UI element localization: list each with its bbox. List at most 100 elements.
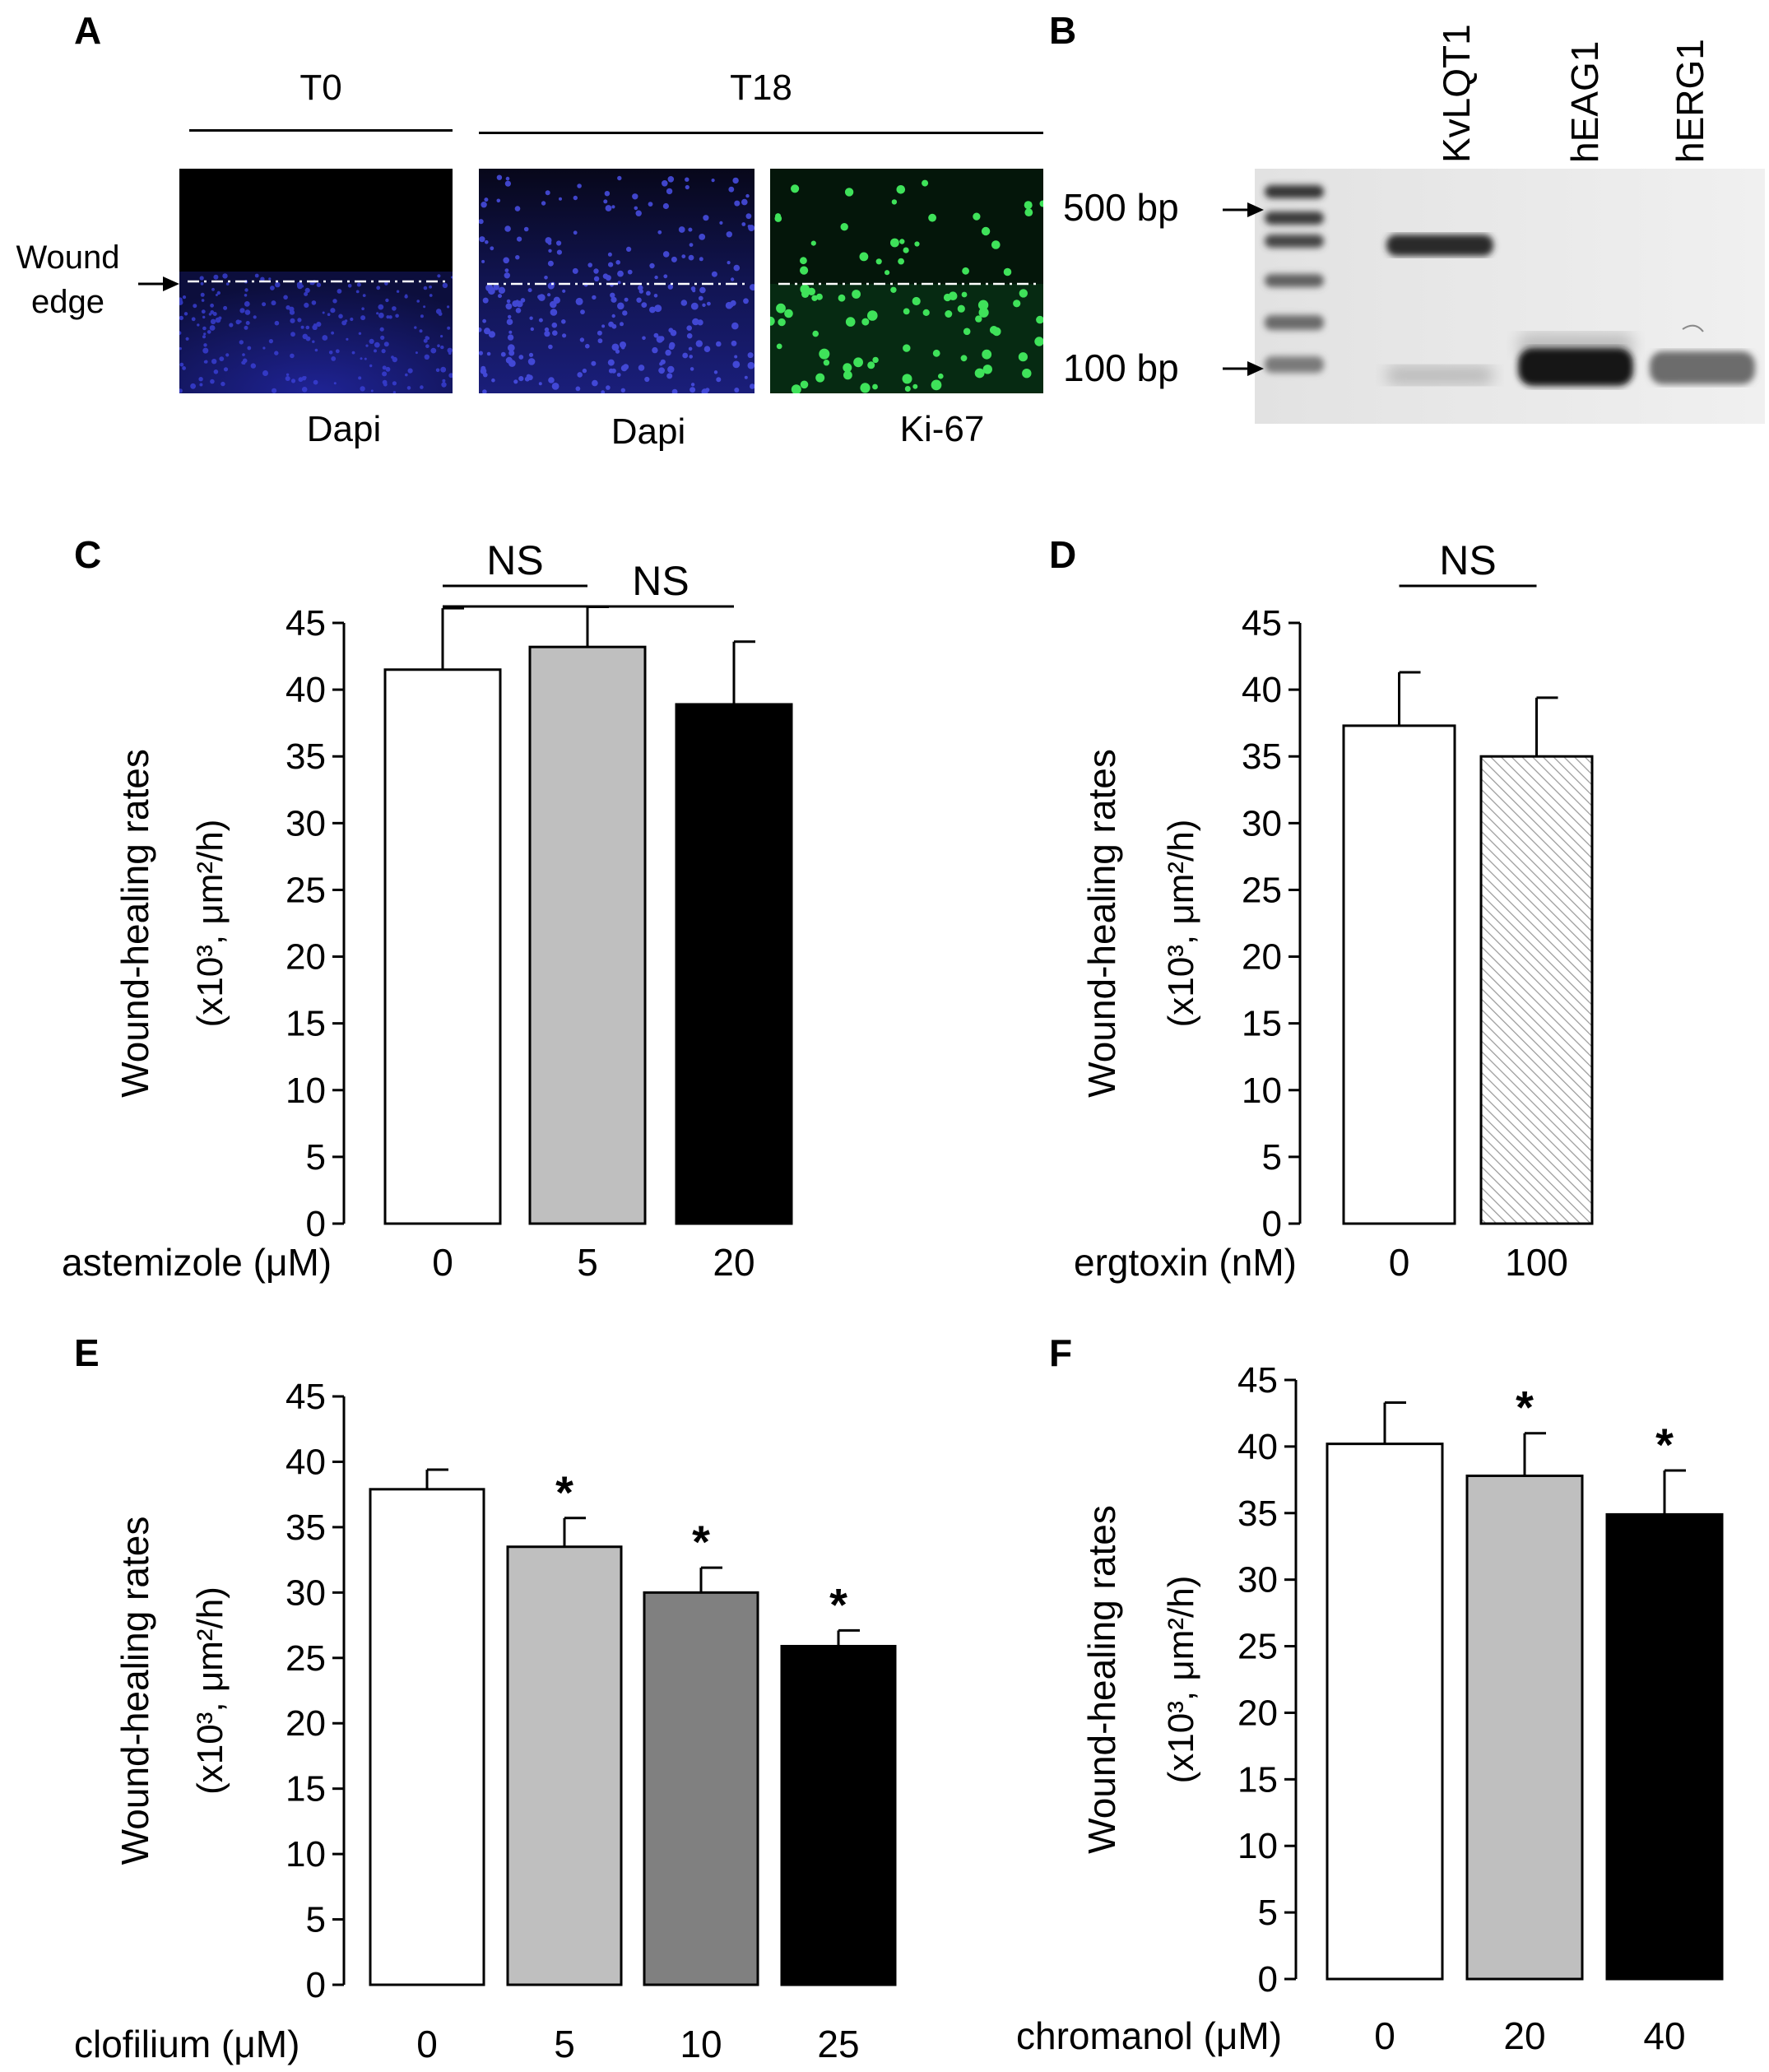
nucleus-dot: [296, 281, 303, 288]
nucleus-dot: [207, 330, 211, 334]
x-category-label: 0: [1374, 2014, 1395, 2057]
nucleus-dot: [982, 365, 992, 374]
nucleus-dot: [1034, 337, 1043, 346]
x-category-label: 20: [1503, 2014, 1545, 2057]
nucleus-dot: [815, 373, 825, 383]
nucleus-dot: [425, 344, 429, 348]
nucleus-dot: [304, 376, 307, 379]
nucleus-dot: [649, 262, 655, 269]
nucleus-dot: [690, 286, 696, 291]
nucleus-dot: [360, 386, 365, 392]
nucleus-dot: [440, 335, 443, 338]
lane-label-kvlqt1: KvLQT1: [1435, 24, 1478, 163]
nucleus-dot: [447, 305, 450, 309]
nucleus-dot: [508, 314, 512, 319]
nucleus-dot: [662, 180, 668, 187]
x-axis-label: ergtoxin (nM): [1074, 1241, 1297, 1284]
nucleus-dot: [899, 239, 905, 244]
y-tick-label: 5: [1262, 1137, 1282, 1178]
y-tick-label: 40: [1242, 670, 1282, 710]
nucleus-dot: [529, 316, 533, 320]
nucleus-dot: [741, 222, 746, 226]
nucleus-dot: [515, 255, 520, 260]
nucleus-dot: [513, 379, 518, 384]
nucleus-dot: [219, 356, 225, 361]
x-category-label: 40: [1643, 2014, 1685, 2057]
nucleus-dot: [653, 294, 658, 298]
nucleus-dot: [699, 234, 706, 240]
nucleus-dot: [928, 213, 936, 222]
nucleus-dot: [442, 282, 448, 289]
nucleus-dot: [957, 304, 965, 313]
nucleus-dot: [580, 309, 585, 314]
nucleus-dot: [485, 239, 489, 244]
nucleus-dot: [602, 273, 609, 279]
nucleus-dot: [770, 316, 775, 326]
nucleus-dot: [268, 339, 273, 344]
nucleus-dot: [328, 351, 333, 355]
nucleus-dot: [239, 309, 244, 314]
nucleus-dot: [692, 318, 699, 326]
nucleus-dot: [734, 200, 741, 207]
nucleus-dot: [483, 372, 488, 378]
nucleus-dot: [482, 318, 486, 323]
nucleus-dot: [653, 332, 659, 338]
nucleus-dot: [505, 176, 510, 181]
nucleus-dot: [838, 294, 846, 302]
nucleus-dot: [440, 366, 447, 373]
nucleus-dot: [225, 353, 230, 357]
nucleus-dot: [392, 381, 397, 386]
nucleus-dot: [784, 309, 793, 318]
y-tick-label: 35: [1242, 736, 1282, 777]
nucleus-dot: [515, 308, 522, 314]
nucleus-dot: [202, 335, 206, 339]
nucleus-dot: [314, 348, 318, 352]
t18-header-line: [479, 132, 1043, 134]
nucleus-dot: [406, 386, 411, 390]
nucleus-dot: [711, 271, 717, 277]
nucleus-dot: [774, 215, 782, 222]
nucleus-dot: [606, 385, 611, 390]
nucleus-dot: [548, 249, 552, 253]
nucleus-dot: [654, 304, 662, 313]
t18-header: T18: [730, 67, 792, 108]
nucleus-dot: [210, 318, 216, 324]
nucleus-dot: [1024, 201, 1033, 210]
nucleus-dot: [507, 334, 514, 341]
nucleus-dot: [668, 328, 674, 333]
nucleus-dot: [191, 317, 196, 322]
nucleus-dot: [573, 230, 578, 235]
nucleus-dot: [504, 268, 509, 272]
y-tick-label: 40: [1237, 1427, 1278, 1467]
nucleus-dot: [382, 371, 388, 377]
nucleus-dot: [250, 363, 256, 369]
nucleus-dot: [200, 292, 205, 297]
nucleus-dot: [812, 330, 819, 337]
nucleus-dot: [745, 193, 750, 198]
nucleus-dot: [379, 327, 384, 332]
y-tick-label: 25: [286, 870, 326, 910]
y-tick-label: 45: [286, 603, 326, 643]
nucleus-dot: [689, 355, 693, 359]
nucleus-dot: [572, 267, 578, 274]
nucleus-dot: [859, 252, 869, 262]
nucleus-dot: [272, 388, 277, 393]
nucleus-dot: [330, 308, 336, 314]
nucleus-dot: [800, 266, 809, 275]
nucleus-dot: [423, 305, 426, 309]
nucleus-dot: [221, 381, 225, 387]
nucleus-dot: [778, 318, 786, 327]
nucleus-dot: [242, 358, 248, 364]
nucleus-dot: [350, 317, 354, 322]
significance-asterisk: *: [1655, 1419, 1674, 1470]
ladder-arrow-500: [1223, 202, 1264, 217]
nucleus-dot: [335, 349, 340, 354]
nucleus-dot: [689, 243, 694, 247]
nucleus-dot: [634, 206, 638, 211]
nucleus-dot: [514, 206, 521, 211]
nucleus-dot: [898, 258, 904, 265]
nucleus-dot: [506, 318, 513, 325]
micrograph-t18-dapi-image: [479, 169, 754, 393]
nucleus-dot: [562, 289, 566, 293]
nucleus-dot: [245, 321, 250, 325]
